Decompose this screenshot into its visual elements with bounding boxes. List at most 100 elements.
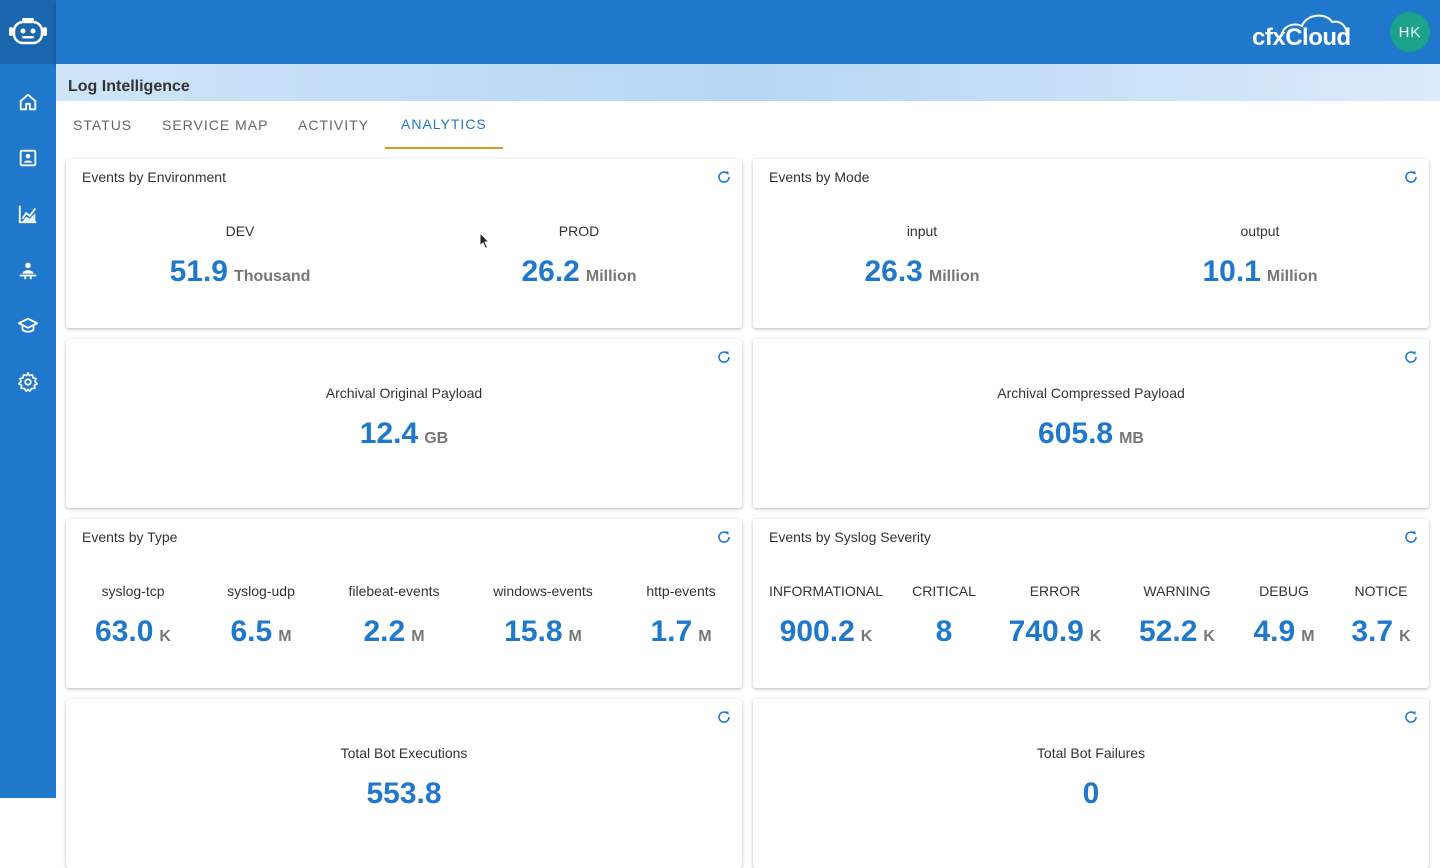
sidebar-item-home[interactable]	[0, 82, 56, 122]
metric-label: filebeat-events	[348, 583, 440, 599]
metric-value: 26.3	[864, 255, 923, 288]
metric-label: output	[1240, 223, 1280, 239]
metric-unit: Million	[585, 268, 637, 285]
metric-bot-failures: Total Bot Failures 0	[1037, 745, 1145, 811]
refresh-icon[interactable]	[1403, 709, 1419, 725]
cloud-icon	[1281, 14, 1348, 37]
sidebar-item-contacts[interactable]	[0, 138, 56, 178]
analytics-chart-icon	[18, 205, 37, 224]
card-title: Events by Mode	[769, 169, 870, 185]
metric-label: PROD	[558, 223, 600, 239]
refresh-icon[interactable]	[1403, 529, 1419, 545]
tab-activity[interactable]: ACTIVITY	[298, 117, 370, 133]
card-total-bot-executions: Total Bot Executions 553.8	[66, 699, 742, 868]
brand-logo[interactable]: cfxCloud	[1252, 14, 1352, 51]
card-title: Events by Syslog Severity	[769, 529, 931, 545]
metric-label: Total Bot Executions	[340, 745, 468, 761]
card-events-by-environment: Events by Environment DEV 51.9 Thousand P…	[66, 159, 742, 328]
card-archival-original-payload: Archival Original Payload 12.4 GB	[66, 339, 742, 508]
metric-windows-events: windows-events 15.8 M	[493, 583, 593, 649]
sidebar-item-settings[interactable]	[0, 362, 56, 402]
metric-label: NOTICE	[1354, 583, 1408, 599]
tab-service-map[interactable]: SERVICE MAP	[162, 117, 269, 133]
metric-value: 0	[1082, 777, 1100, 810]
tab-analytics[interactable]: ANALYTICS	[385, 101, 503, 149]
metric-syslog-udp: syslog-udp 6.5 M	[227, 583, 295, 649]
sidebar-item-support[interactable]	[0, 250, 56, 290]
refresh-icon[interactable]	[1403, 349, 1419, 365]
metric-dev: DEV 51.9 Thousand	[170, 223, 311, 289]
user-avatar[interactable]: HK	[1390, 12, 1430, 52]
contact-card-icon	[19, 149, 37, 167]
page-header: Log Intelligence	[56, 64, 1440, 101]
metric-warning: WARNING 52.2 K	[1139, 583, 1215, 649]
card-events-by-mode: Events by Mode input 26.3 Million output …	[753, 159, 1429, 328]
sidebar	[0, 0, 56, 798]
metric-value: 6.5	[230, 615, 273, 648]
metric-label: DEBUG	[1259, 583, 1309, 599]
metric-input: input 26.3 Million	[864, 223, 979, 289]
tab-status[interactable]: STATUS	[73, 117, 133, 133]
metric-unit: K	[1203, 628, 1215, 645]
metric-archival-compressed: Archival Compressed Payload 605.8 MB	[997, 385, 1185, 451]
top-bar: cfxCloud HK	[56, 0, 1440, 64]
card-total-bot-failures: Total Bot Failures 0	[753, 699, 1429, 868]
metric-value: 52.2	[1139, 615, 1198, 648]
metric-value: 8	[935, 615, 953, 648]
metric-unit: Thousand	[233, 268, 311, 285]
metric-label: WARNING	[1143, 583, 1211, 599]
metric-bot-executions: Total Bot Executions 553.8	[341, 745, 468, 811]
refresh-icon[interactable]	[1403, 169, 1419, 185]
metric-value: 553.8	[366, 777, 442, 810]
metric-label: input	[906, 223, 938, 239]
metric-error: ERROR 740.9 K	[1009, 583, 1102, 649]
card-events-by-type: Events by Type syslog-tcp 63.0 K syslog-u…	[66, 519, 742, 688]
metric-label: syslog-udp	[227, 583, 295, 599]
metric-value: 900.2	[779, 615, 855, 648]
metric-label: Archival Compressed Payload	[997, 385, 1185, 401]
metric-unit: GB	[424, 430, 449, 447]
metric-unit: M	[698, 628, 712, 645]
page-title: Log Intelligence	[68, 78, 190, 95]
metric-label: INFORMATIONAL	[768, 583, 884, 599]
mouse-cursor-icon	[479, 232, 491, 250]
refresh-icon[interactable]	[716, 349, 732, 365]
metric-value: 605.8	[1038, 417, 1114, 450]
metric-label: DEV	[225, 223, 255, 239]
metric-value: 4.9	[1253, 615, 1296, 648]
refresh-icon[interactable]	[716, 709, 732, 725]
metric-output: output 10.1 Million	[1202, 223, 1317, 289]
metric-unit: MB	[1119, 430, 1144, 447]
metric-informational: INFORMATIONAL 900.2 K	[769, 583, 883, 649]
metric-unit: M	[1301, 628, 1315, 645]
refresh-icon[interactable]	[716, 169, 732, 185]
metric-value: 12.4	[359, 417, 419, 450]
gear-icon	[18, 372, 38, 392]
metric-unit: K	[159, 628, 171, 645]
metric-filebeat-events: filebeat-events 2.2 M	[348, 583, 439, 649]
tab-bar: STATUS SERVICE MAP ACTIVITY ANALYTICS	[56, 101, 1440, 149]
metric-label: CRITICAL	[912, 583, 976, 599]
metric-label: ERROR	[1029, 583, 1081, 599]
metric-notice: NOTICE 3.7 K	[1351, 583, 1410, 649]
metric-unit: Million	[1266, 268, 1318, 285]
sidebar-item-learning[interactable]	[0, 306, 56, 346]
refresh-icon[interactable]	[716, 529, 732, 545]
metric-unit: Million	[928, 268, 980, 285]
card-title: Events by Type	[82, 529, 178, 545]
metric-label: windows-events	[493, 583, 593, 599]
metric-unit: K	[860, 628, 873, 645]
metric-archival-original: Archival Original Payload 12.4 GB	[326, 385, 482, 451]
metric-value: 740.9	[1008, 615, 1084, 648]
app-logo[interactable]	[0, 0, 56, 64]
metric-http-events: http-events 1.7 M	[646, 583, 715, 649]
robot-logo-icon	[9, 18, 47, 45]
metric-unit: K	[1399, 628, 1411, 645]
metric-unit: K	[1089, 628, 1102, 645]
metric-value: 1.7	[650, 615, 693, 648]
metric-value: 3.7	[1351, 615, 1394, 648]
sidebar-item-analytics[interactable]	[0, 194, 56, 234]
metric-unit: M	[278, 628, 292, 645]
graduation-cap-icon	[17, 317, 39, 333]
metric-value: 51.9	[169, 255, 228, 288]
